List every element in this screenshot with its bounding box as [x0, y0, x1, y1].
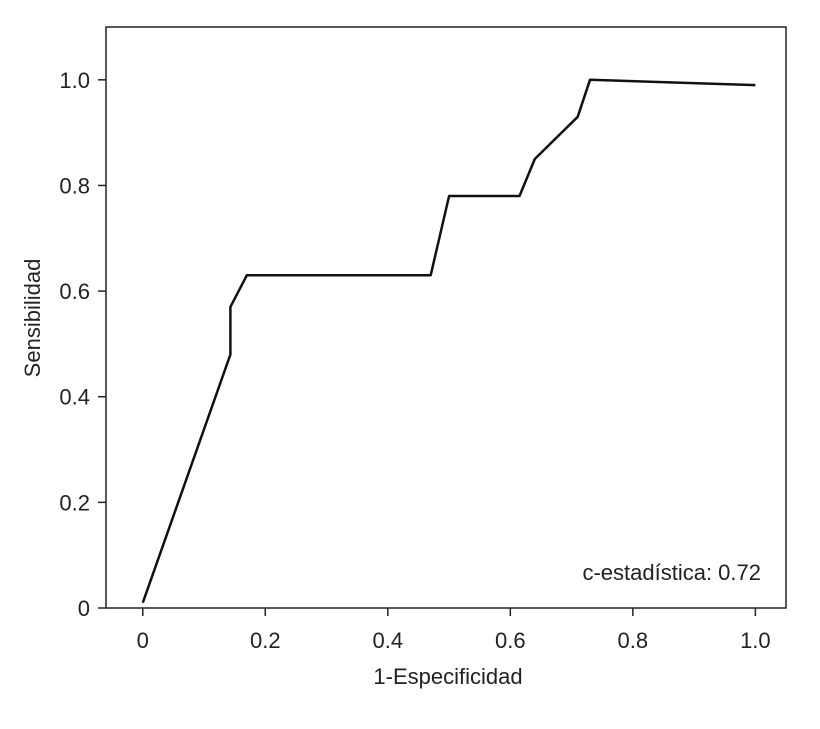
x-tick-label: 1.0	[740, 628, 771, 653]
roc-curve-line	[141, 78, 756, 604]
x-tick-label: 0	[137, 628, 149, 653]
x-axis-title: 1-Especificidad	[373, 664, 522, 689]
y-tick-label: 0.6	[59, 279, 90, 304]
y-axis-title: Sensibilidad	[20, 259, 45, 378]
x-axis: 0 0.2 0.4 0.6 0.8 1.0	[137, 608, 771, 653]
y-tick-label: 0.4	[59, 385, 90, 410]
c-statistic-annotation: c-estadística: 0.72	[582, 560, 761, 585]
y-tick-label: 0	[78, 596, 90, 621]
y-tick-label: 1.0	[59, 68, 90, 93]
x-tick-label: 0.2	[250, 628, 281, 653]
x-tick-label: 0.8	[618, 628, 649, 653]
x-tick-label: 0.6	[495, 628, 526, 653]
y-tick-label: 0.2	[59, 490, 90, 515]
x-tick-label: 0.4	[373, 628, 404, 653]
y-tick-label: 0.8	[59, 173, 90, 198]
plot-frame	[105, 26, 787, 609]
y-axis: 0 0.2 0.4 0.6 0.8 1.0	[59, 68, 106, 621]
